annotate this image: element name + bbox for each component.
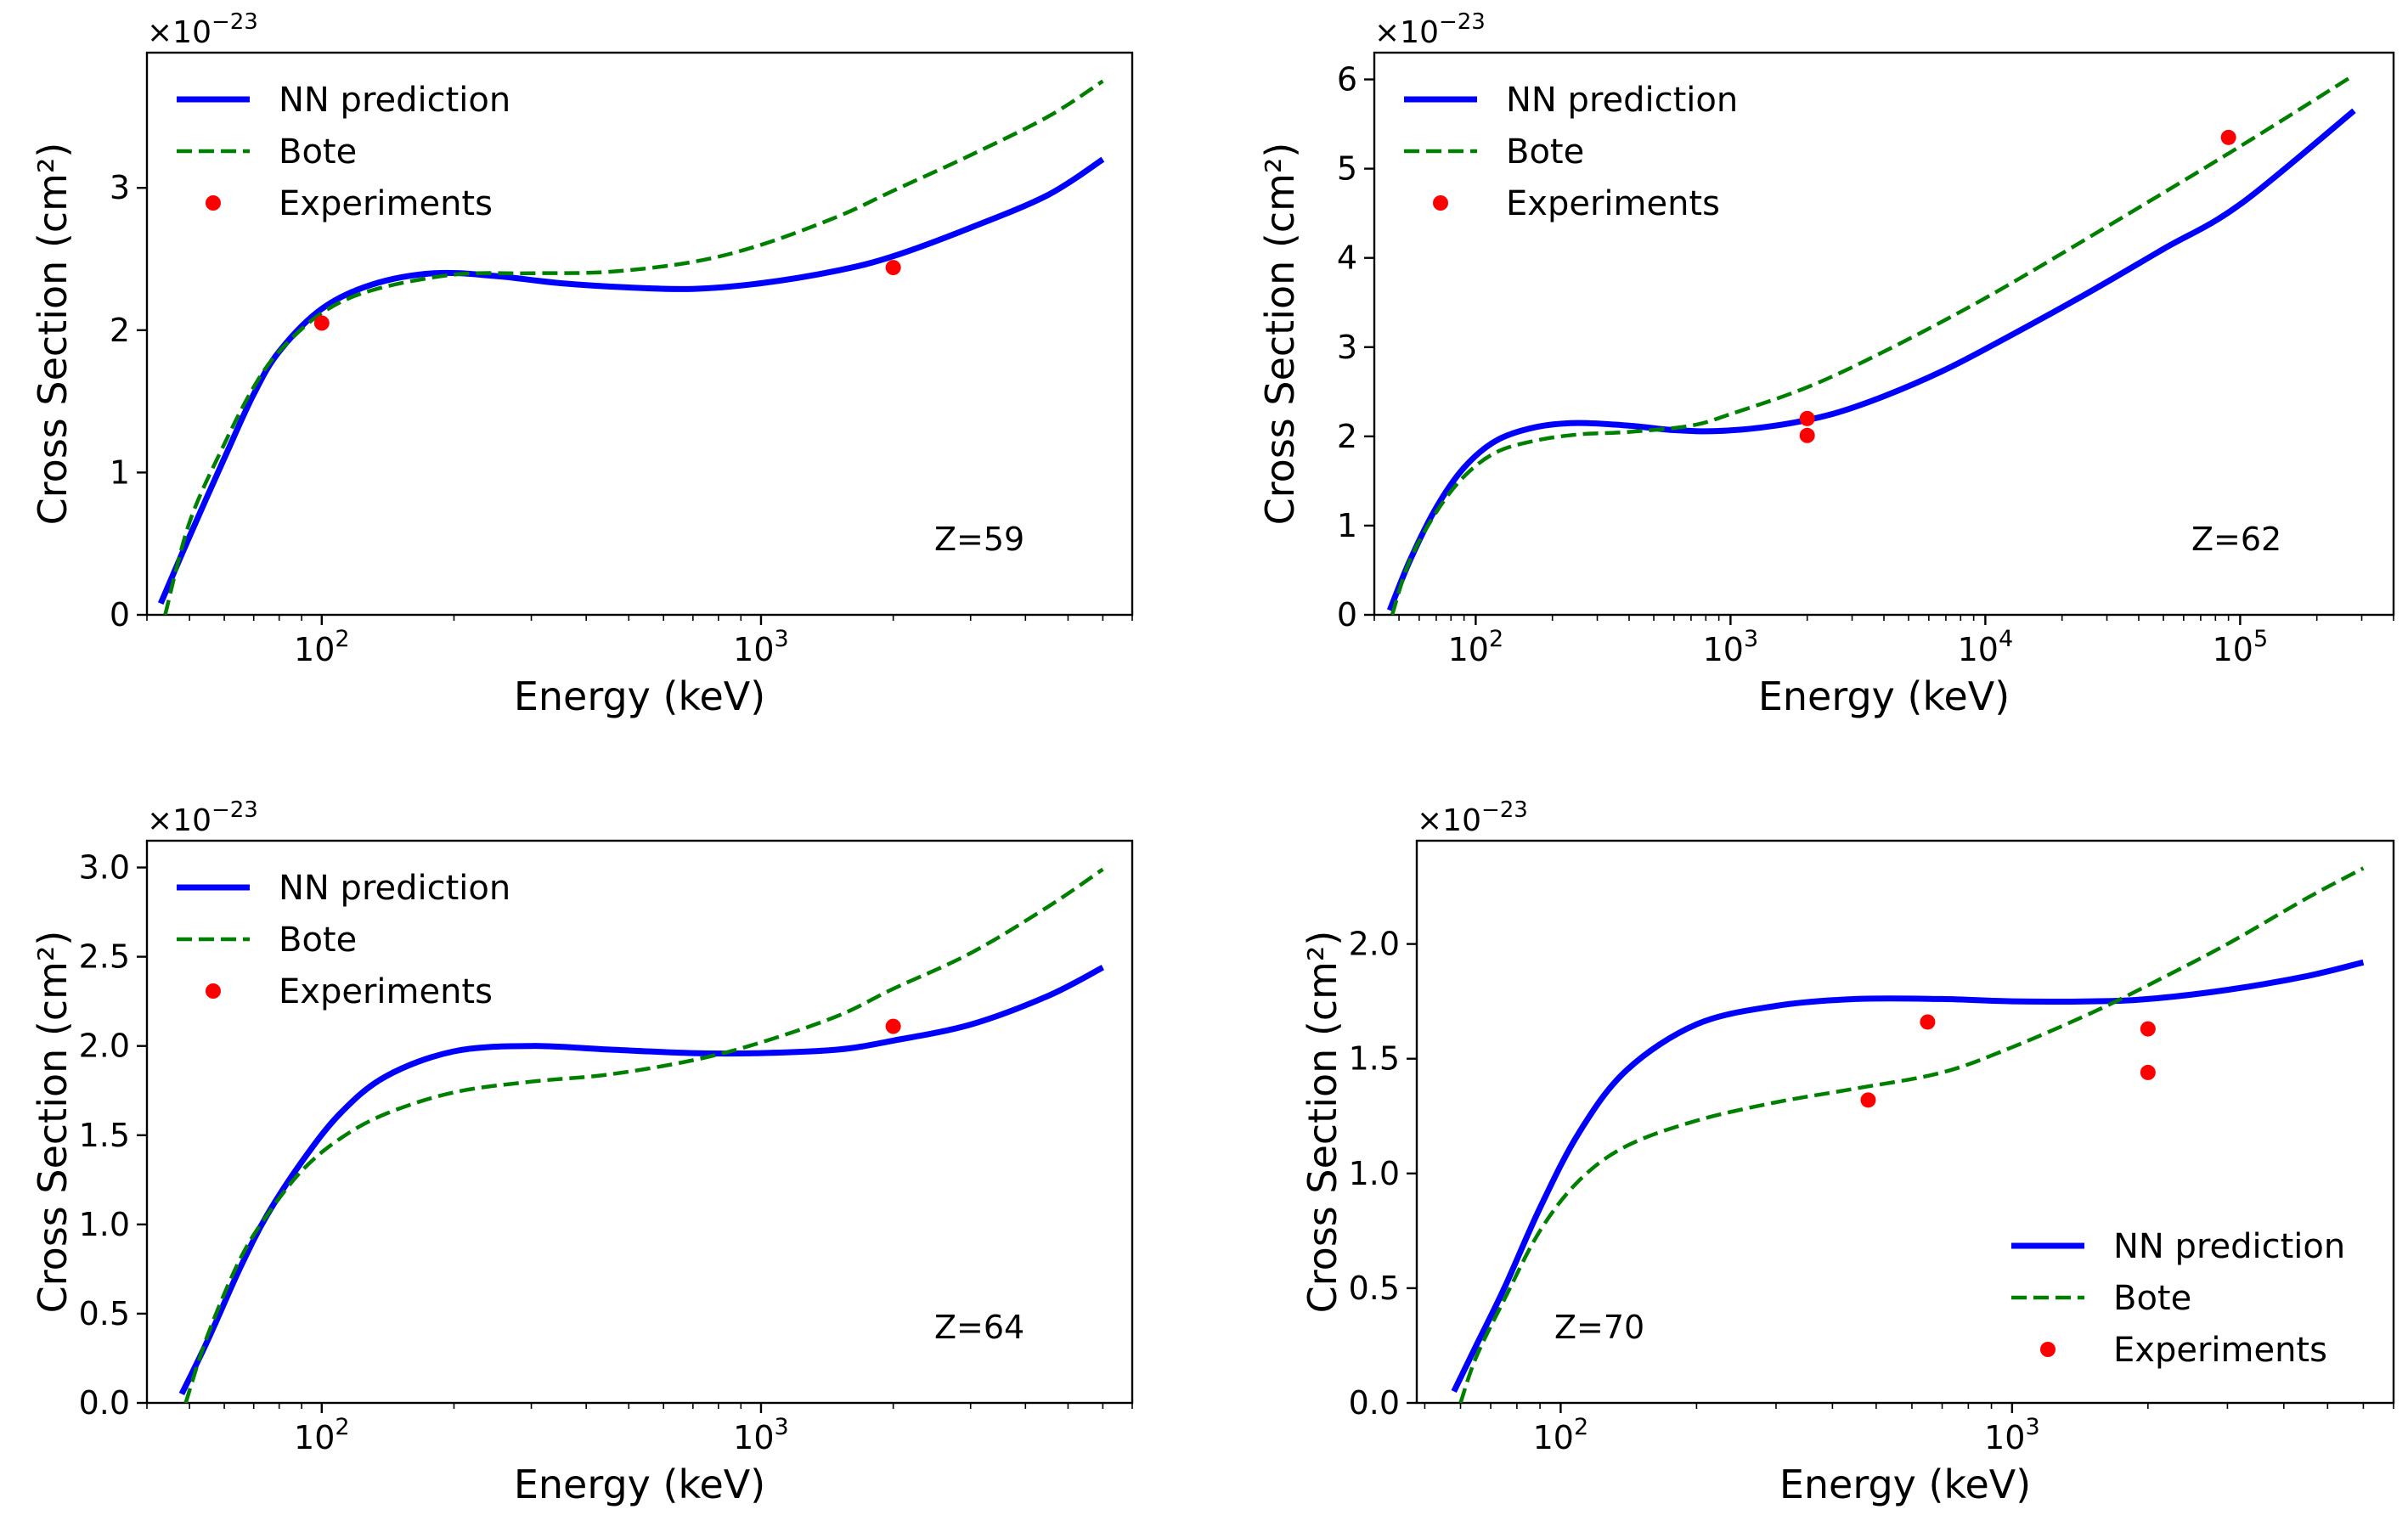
y-tick-label: 2 [1337,418,1357,455]
axes-frame [1415,839,2395,1405]
y-tick-label: 0.0 [1349,1384,1400,1422]
y-offset-multiplier: ×10−23 [1374,9,1486,50]
y-tick-label: 2 [110,312,130,349]
y-tick-label: 0 [110,596,130,634]
legend-marker-experiments [206,983,221,999]
legend-label: Bote [279,921,357,960]
y-tick-label: 5 [1337,150,1357,188]
y-tick-label: 1.0 [79,1206,130,1243]
y-tick-label: 0.0 [79,1384,130,1422]
legend-label: NN prediction [1506,81,1738,120]
legend-label: Experiments [279,184,493,223]
bote-line [183,867,1104,1403]
x-tick-label: 104 [1958,626,2014,668]
y-tick-label: 1.0 [1349,1155,1400,1192]
z-annotation: Z=70 [1554,1309,1644,1346]
y-tick-label: 6 [1337,61,1357,99]
experiment-point [885,1018,901,1034]
z-annotation: Z=62 [2191,521,2281,558]
experiment-point [313,315,330,331]
nn-prediction-line [157,156,1105,605]
y-tick-label: 4 [1337,239,1357,277]
x-tick-label: 103 [733,1414,789,1456]
panel-top-left: 0 1 2 3 102 103 ×10−23 Energy (keV) Cross Sectio… [30,9,1134,719]
y-tick-label: 2.0 [79,1028,130,1065]
legend-label: NN prediction [2113,1227,2345,1266]
plot-area [157,79,1105,615]
y-offset-multiplier: ×10−23 [1417,797,1528,838]
legend-label: NN prediction [279,869,510,908]
x-axis-label: Energy (keV) [1758,673,2010,719]
bote-line [1458,866,2365,1403]
x-tick-label: 102 [294,1414,350,1456]
panel-bottom-right: 0.0 0.5 1.0 1.5 2.0 102 103 ×10−23 Energy (keV) C… [1300,797,2395,1507]
x-tick-label: 102 [1533,1414,1589,1456]
y-tick-label: 1 [110,453,130,491]
legend-marker-experiments [1433,195,1448,211]
y-tick-label: 1 [1337,507,1357,544]
experiment-point [2140,1021,2156,1037]
bote-line [163,79,1104,615]
nn-prediction-line [1451,959,2365,1394]
experiment-point [1799,427,1815,443]
y-axis-label: Cross Section (cm²) [1257,143,1303,526]
x-tick-label: 103 [733,626,789,668]
legend-label: Experiments [279,972,493,1011]
y-axis-label: Cross Section (cm²) [1300,931,1345,1314]
x-tick-label: 103 [1703,626,1759,668]
y-tick-label: 3 [1337,329,1357,366]
experiment-point [1860,1092,1876,1108]
x-axis-label: Energy (keV) [514,673,765,719]
legend-label: Experiments [2113,1331,2327,1370]
experiment-point [2220,129,2236,145]
legend: NN prediction Bote Experiments [177,869,510,1011]
experiment-point [885,260,901,276]
y-offset-multiplier: ×10−23 [147,797,258,838]
panel-top-right: 0 1 2 3 4 5 6 102 103 104 105 ×10−23 Energy (keV) Cro… [1257,9,2395,719]
legend-marker-experiments [206,195,221,211]
x-axis-label: Energy (keV) [1779,1461,2031,1507]
panel-bottom-left: 0.0 0.5 1.0 1.5 2.0 2.5 3.0 102 103 ×10−23 Energy … [30,797,1134,1507]
y-axis-label: Cross Section (cm²) [30,931,76,1314]
legend-marker-experiments [2040,1342,2056,1357]
legend: NN prediction Bote Experiments [1404,81,1738,223]
y-tick-label: 2.0 [1349,926,1400,963]
legend-label: Bote [2113,1279,2191,1318]
x-tick-label: 102 [1448,626,1504,668]
x-tick-label: 103 [1984,1414,2040,1456]
axes-frame [145,839,1134,1405]
y-tick-label: 0.5 [1349,1270,1400,1307]
legend: NN prediction Bote Experiments [177,81,510,223]
legend: NN prediction Bote Experiments [2011,1227,2345,1370]
plot-area [1386,73,2356,615]
plot-area [178,867,1105,1403]
x-tick-label: 105 [2213,626,2269,668]
legend-label: Bote [279,132,357,172]
z-annotation: Z=59 [934,521,1024,558]
experiment-point [1920,1014,1936,1030]
y-tick-label: 1.5 [79,1117,130,1154]
legend-label: Experiments [1506,184,1720,223]
x-tick-label: 102 [294,626,350,668]
y-tick-label: 0.5 [79,1295,130,1332]
experiment-point [2140,1064,2156,1080]
y-tick-label: 1.5 [1349,1040,1400,1078]
y-tick-label: 3 [110,169,130,206]
x-axis-label: Energy (keV) [514,1461,765,1507]
legend-label: NN prediction [279,81,510,120]
y-tick-label: 3.0 [79,849,130,887]
bote-line [1390,73,2355,615]
y-axis-label: Cross Section (cm²) [30,143,76,526]
plot-area [1451,866,2365,1403]
experiment-point [1799,410,1815,426]
y-tick-label: 0 [1337,596,1357,634]
legend-label: Bote [1506,132,1584,172]
y-tick-label: 2.5 [79,938,130,976]
nn-prediction-line [1386,108,2356,612]
z-annotation: Z=64 [934,1309,1024,1346]
y-offset-multiplier: ×10−23 [147,9,258,50]
axes-frame [145,51,1134,617]
